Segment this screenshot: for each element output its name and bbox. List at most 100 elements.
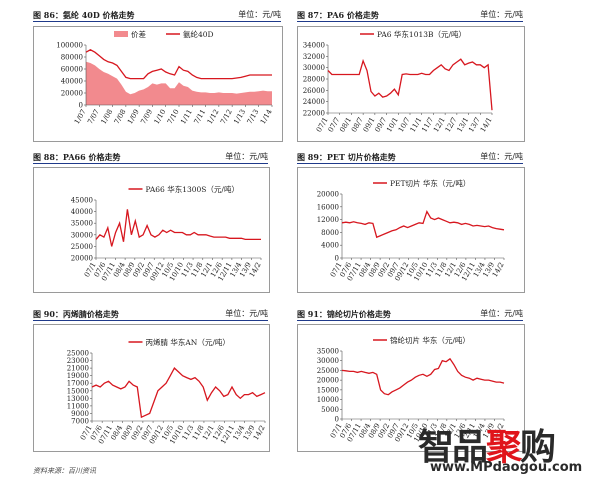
y-tick-label: 23000 <box>67 357 89 365</box>
y-tick-label: 20000 <box>317 191 339 199</box>
panel-header-fig90: 图 90：丙烯腈价格走势 单位：元/吨 <box>33 308 268 321</box>
y-tick-label: 25000 <box>67 350 89 358</box>
panel-unit: 单位：元/吨 <box>238 10 281 19</box>
y-tick-label: 30000 <box>71 231 93 239</box>
x-tick-label: 1/08 <box>100 108 115 126</box>
legend-label: 价差 <box>131 29 146 39</box>
x-tick-label: 7/10 <box>166 108 181 126</box>
y-tick-label: 30000 <box>317 357 339 365</box>
line-series-0 <box>341 210 505 239</box>
chart-svg-fig89: 04000800012000160002000007/107/607/1108/… <box>317 178 506 282</box>
legend-swatch <box>114 31 128 37</box>
chart-svg-fig88: 20000250003000035000400004500007/107/607… <box>71 184 263 282</box>
y-tick-label: 45000 <box>71 197 93 205</box>
y-tick-label: 24000 <box>303 98 325 106</box>
x-tick-label: 1/14 <box>259 108 274 126</box>
panel-title: 图 86：氨纶 40D 价格走势 <box>33 10 135 20</box>
y-tick-label: 0 <box>335 416 339 424</box>
y-tick-label: 5000 <box>321 406 339 414</box>
legend-label: PA66 华东1300S（元/吨） <box>146 184 239 194</box>
chart-frame-fig87: 22000 24000 26000 28000 30000 32000 34000 07/1 0… <box>297 26 525 142</box>
legend-label: PA6 华东1013B（元/吨） <box>377 29 466 39</box>
area-series-1 <box>86 61 272 105</box>
chart-svg-fig91: 0500010000150002000025000300003500007/10… <box>317 335 506 443</box>
source-note: 资料来源：百川资讯 <box>33 467 96 475</box>
y-tick-label: 40000 <box>71 208 93 216</box>
panel-unit: 单位：元/吨 <box>480 10 523 19</box>
y-tick-label: 19000 <box>67 372 89 380</box>
panel-unit: 单位：元/吨 <box>225 152 268 161</box>
y-tick-label: 100000 <box>56 42 83 50</box>
panel-header-fig88: 图 88：PA66 价格走势 单位：元/吨 <box>33 151 268 164</box>
y-tick-label: 60000 <box>61 66 83 74</box>
legend-label: 丙烯腈 华东AN（元/吨） <box>146 337 230 347</box>
x-tick-label: 7/11 <box>193 108 208 126</box>
y-tick-label: 13000 <box>67 395 89 403</box>
x-tick-label: 7/09 <box>139 108 154 126</box>
watermark-logo: 智品聚购 <box>418 427 556 468</box>
x-tick-label: 1/07 <box>73 108 88 126</box>
chart-svg-fig87: 2200024000260002800030000320003400007/10… <box>303 29 494 134</box>
y-tick-label: 15000 <box>67 387 89 395</box>
line-series-0 <box>341 357 505 396</box>
y-tick-label: 17000 <box>67 380 89 388</box>
y-tick-label: 40000 <box>61 78 83 86</box>
panel-title: 图 90：丙烯腈价格走势 <box>33 309 119 319</box>
x-tick-label: 1/10 <box>153 108 168 126</box>
legend-label: 氨纶40D <box>183 29 214 39</box>
chart-frame-fig90: 7000 9000 11000 13000 15000 17000 19000 21000 23… <box>33 324 270 452</box>
legend-label: 锦纶切片 华东（元/吨） <box>390 335 470 345</box>
panel-header-fig86: 图 86：氨纶 40D 价格走势 单位：元/吨 <box>33 9 281 22</box>
line-series-0 <box>85 49 272 80</box>
y-tick-label: 10000 <box>317 396 339 404</box>
chart-frame-fig88: 20000 25000 30000 35000 40000 45000 07/1 07/6 07… <box>33 167 270 293</box>
chart-svg-fig86: 0200004000060000800001000001/077/071/087… <box>56 29 274 126</box>
y-tick-label: 22000 <box>303 110 325 118</box>
panel-unit: 单位：元/吨 <box>480 152 523 161</box>
chart-frame-fig91: 0 5000 10000 15000 20000 25000 30000 35000 07/1 0… <box>297 324 525 452</box>
panel-header-fig91: 图 91：锦纶切片价格走势 单位：元/吨 <box>297 308 523 321</box>
watermark-url: www.MPdaogou.com <box>430 460 583 475</box>
y-tick-label: 8000 <box>321 229 339 237</box>
y-tick-label: 4000 <box>321 242 339 250</box>
y-tick-label: 34000 <box>303 42 325 50</box>
line-series-0 <box>327 58 493 111</box>
chart-frame-fig86: 0 20000 40000 60000 80000 100000 1/07 7/07 1/08 7… <box>33 26 283 142</box>
y-tick-label: 12000 <box>317 216 339 224</box>
line-series-0 <box>91 367 266 419</box>
panel-title: 图 89：PET 切片价格走势 <box>297 152 396 162</box>
panel-title: 图 87：PA6 价格走势 <box>297 10 379 20</box>
y-tick-label: 35000 <box>71 220 93 228</box>
y-tick-label: 11000 <box>67 402 89 410</box>
y-tick-label: 26000 <box>303 87 325 95</box>
x-tick-label: 7/13 <box>246 108 261 126</box>
y-tick-label: 20000 <box>71 255 93 263</box>
y-tick-label: 15000 <box>317 386 339 394</box>
y-tick-label: 20000 <box>317 377 339 385</box>
legend-label: PET切片 华东（元/吨） <box>390 178 470 188</box>
x-tick-label: 7/08 <box>113 108 128 126</box>
x-tick-label: 7/07 <box>86 108 101 126</box>
y-tick-label: 28000 <box>303 76 325 84</box>
panel-header-fig87: 图 87：PA6 价格走势 单位：元/吨 <box>297 9 523 22</box>
panel-title: 图 88：PA66 价格走势 <box>33 152 121 162</box>
panel-title: 图 91：锦纶切片价格走势 <box>297 309 391 319</box>
panel-unit: 单位：元/吨 <box>480 309 523 318</box>
panel-unit: 单位：元/吨 <box>225 309 268 318</box>
chart-svg-fig90: 7000900011000130001500017000190002100023… <box>67 337 267 445</box>
panel-header-fig89: 图 89：PET 切片价格走势 单位：元/吨 <box>297 151 523 164</box>
x-tick-label: 1/13 <box>232 108 247 126</box>
y-tick-label: 9000 <box>71 410 89 418</box>
x-tick-label: 14/1 <box>479 116 494 134</box>
y-tick-label: 30000 <box>303 64 325 72</box>
y-tick-label: 0 <box>335 255 339 263</box>
x-tick-label: 1/11 <box>179 108 194 126</box>
x-tick-label: 1/12 <box>206 108 221 126</box>
x-tick-label: 1/09 <box>126 108 141 126</box>
y-tick-label: 7000 <box>71 418 89 426</box>
y-tick-label: 25000 <box>317 367 339 375</box>
y-tick-label: 0 <box>79 102 83 110</box>
x-tick-label: 7/12 <box>219 108 234 126</box>
y-tick-label: 16000 <box>317 203 339 211</box>
y-tick-label: 35000 <box>317 348 339 356</box>
